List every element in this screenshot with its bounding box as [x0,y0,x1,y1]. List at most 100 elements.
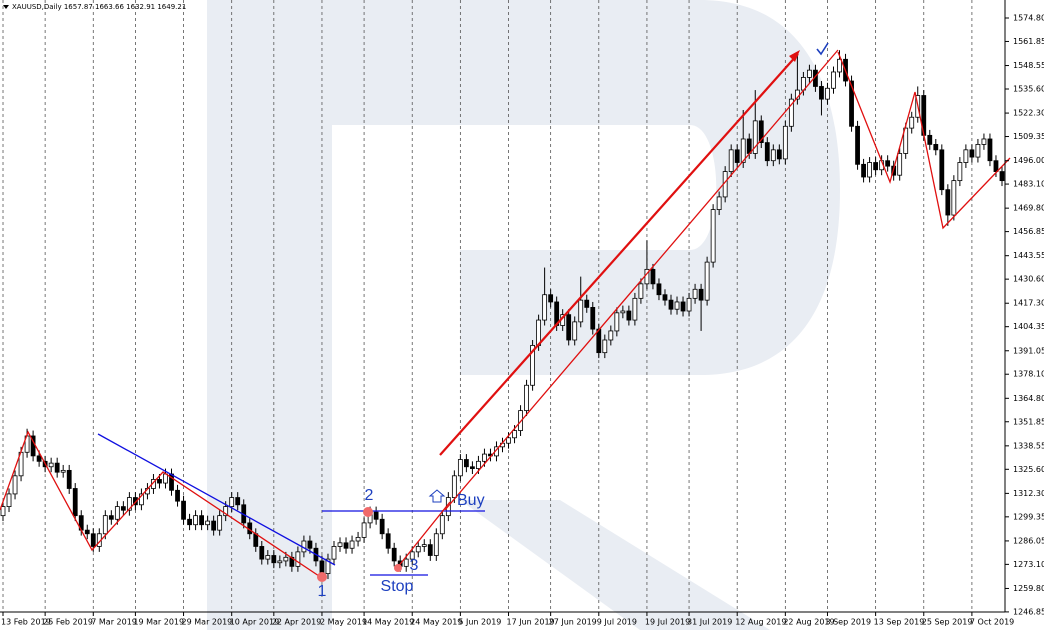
candle-body [108,515,114,520]
y-tick-label: 1496.00 [1013,156,1044,165]
candle-body [788,98,794,127]
candle-body [439,515,445,535]
channel-top [439,53,799,456]
candle-body [897,153,903,176]
candle-body [6,493,12,508]
candle-body [686,297,692,312]
candle-body [939,149,945,191]
candle-body [656,283,662,296]
candle-body [861,163,866,178]
candle-body [572,321,578,341]
candle-body [825,87,830,100]
x-tick-label: 27 Jun 2019 [549,618,597,627]
y-tick-label: 1246.85 [1013,607,1044,616]
point-marker [363,507,373,517]
drawings [0,0,1011,613]
candle-body [373,511,379,520]
candle-body [837,58,842,73]
candle-body [993,160,999,172]
x-tick-label: 3 Sep 2019 [825,618,871,627]
candle-body [608,330,614,341]
x-tick-label: 14 May 2019 [362,618,414,627]
candle-body [740,138,746,163]
x-tick-label: 17 Jun 2019 [507,618,555,627]
candle-body [716,196,722,211]
candle-body [403,558,409,567]
candle-body [120,506,126,511]
candle-body [126,497,132,511]
candle-body [975,144,981,158]
candle-body [909,116,915,129]
candle-body [139,493,144,506]
candle-body [60,469,66,473]
candle-body [470,466,475,469]
down-trendline [97,433,336,566]
candle-body [650,268,656,285]
candle-body [205,520,211,526]
y-tick-label: 1338.55 [1013,441,1044,450]
candle-body [482,453,487,462]
candle-body [584,299,590,308]
candle-body [0,506,6,517]
candle-body [409,551,415,560]
candle-body [933,144,939,151]
candle-body [193,515,198,526]
candle-body [187,518,192,526]
candle-body [566,314,572,341]
candle-body [542,294,548,321]
watermark-bowl [332,0,840,375]
candle-body [199,515,205,526]
annotation: 1 [318,583,327,600]
candle-body [259,546,265,560]
y-tick-label: 1535.60 [1013,84,1044,93]
x-tick-label: 25 Sep 2019 [922,618,973,627]
candle-body [157,479,162,484]
candle-body [36,455,42,462]
candle-body [211,520,217,531]
y-tick-label: 1404.35 [1013,322,1044,331]
check-mark [816,42,829,56]
candle-body [855,125,860,165]
candle-body [506,437,511,444]
candle-body [427,544,433,556]
y-tick-label: 1456.85 [1013,227,1044,236]
candle-body [578,299,584,323]
candle-body [72,488,78,517]
y-tick-label: 1273.10 [1013,560,1044,569]
x-tick-label: 24 May 2019 [410,618,462,627]
candle-body [831,71,836,89]
candle-body [957,162,963,182]
x-tick-label: 19 Mar 2019 [133,618,184,627]
candle-body [999,171,1005,182]
watermark [207,0,840,630]
y-tick-label: 1286.05 [1013,536,1044,545]
candle-body [271,555,277,564]
candle-body [626,310,632,321]
channel-bottom [444,49,839,511]
x-tick-label: 31 Jul 2019 [687,618,732,627]
candle-body [927,134,933,145]
y-tick-label: 1299.35 [1013,512,1044,521]
candle-body [807,69,812,78]
candle-body [223,506,229,517]
candle-body [764,142,770,162]
x-tick-label: 25 Feb 2019 [43,618,93,627]
candle-body [457,459,463,477]
candle-body [277,560,283,564]
candle-body [229,497,235,508]
candle-body [54,462,60,473]
annotation: 2 [365,487,374,504]
watermark-stem [207,0,332,630]
y-tick-label: 1325.60 [1013,465,1044,474]
point-marker [394,564,402,572]
candle-body [433,533,439,556]
candle-body [355,536,361,542]
candle-body [319,560,325,575]
candle-body [451,475,457,498]
candle-body [969,149,975,158]
candle-body [951,180,957,216]
candle-body [963,149,969,163]
candle-body [632,297,638,321]
